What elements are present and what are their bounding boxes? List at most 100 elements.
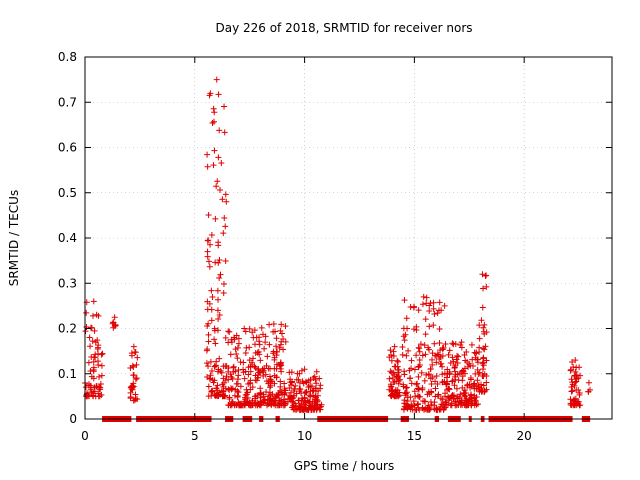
data-point: [394, 392, 401, 399]
data-point: [210, 118, 217, 125]
data-point: [208, 388, 215, 395]
data-point: [220, 289, 227, 296]
data-point: [271, 354, 278, 361]
x-tick-label: 0: [81, 429, 89, 443]
data-point: [449, 354, 456, 361]
data-point: [476, 349, 483, 355]
data-point: [432, 385, 439, 392]
data-point: [422, 331, 429, 338]
data-point: [454, 352, 461, 359]
data-point: [273, 335, 280, 342]
data-point: [209, 293, 216, 300]
data-point: [567, 367, 574, 374]
data-point: [315, 387, 322, 394]
data-point: [261, 365, 268, 372]
y-tick-label: 0.2: [58, 322, 77, 336]
data-point: [302, 378, 309, 385]
data-point: [445, 351, 452, 358]
data-point: [468, 376, 475, 383]
data-point: [457, 391, 464, 398]
data-point: [246, 344, 253, 351]
y-tick-label: 0: [69, 412, 77, 426]
y-tick-label: 0.5: [58, 186, 77, 200]
data-point: [585, 379, 592, 386]
data-point: [267, 373, 274, 380]
data-point: [231, 392, 238, 399]
data-point: [307, 376, 314, 383]
data-point: [261, 345, 268, 352]
data-point: [230, 364, 237, 371]
data-point: [235, 366, 242, 373]
data-point: [243, 344, 250, 351]
data-point: [433, 372, 440, 379]
data-point: [459, 397, 466, 404]
data-point: [429, 361, 436, 368]
data-point: [264, 353, 271, 360]
data-point: [306, 392, 313, 399]
data-point: [237, 383, 244, 390]
data-point: [461, 370, 468, 377]
data-point: [247, 386, 254, 393]
data-point: [452, 341, 459, 348]
data-point: [422, 351, 429, 358]
data-point: [225, 339, 232, 346]
data-point: [92, 339, 99, 346]
data-point: [93, 311, 100, 318]
data-point: [303, 379, 310, 386]
data-point: [129, 384, 136, 391]
data-point: [419, 301, 426, 308]
data-point: [302, 405, 309, 412]
data-point: [209, 119, 216, 126]
axis-tick-labels: 0 0.1 0.2 0.3 0.4 0.5 0.6 0.7 0.8 0 5 10 15 20: [58, 50, 532, 443]
data-point: [427, 406, 434, 413]
data-point: [84, 393, 91, 400]
data-point: [263, 378, 270, 385]
data-point: [415, 364, 422, 371]
data-point: [87, 324, 94, 331]
data-point: [419, 386, 426, 393]
data-point: [436, 299, 443, 306]
data-point: [311, 373, 318, 380]
data-point: [266, 321, 273, 328]
data-point: [221, 129, 228, 136]
data-point: [431, 310, 438, 317]
data-point: [569, 358, 576, 365]
data-point: [204, 322, 211, 329]
data-point: [89, 338, 96, 345]
data-point: [98, 372, 105, 379]
data-point: [455, 377, 462, 384]
data-point: [204, 151, 211, 158]
data-point: [249, 329, 256, 336]
data-point: [387, 368, 394, 375]
data-point: [281, 396, 288, 403]
data-point: [95, 342, 102, 349]
data-point: [434, 351, 441, 358]
data-point: [96, 373, 103, 380]
data-point: [462, 402, 469, 409]
data-point: [480, 355, 487, 362]
data-point: [276, 344, 283, 351]
data-point: [264, 402, 271, 409]
data-point: [215, 392, 222, 399]
data-point: [218, 369, 225, 376]
data-point: [413, 352, 420, 359]
data-point: [439, 363, 446, 370]
data-point: [413, 381, 420, 388]
data-point: [91, 327, 98, 334]
data-point: [272, 328, 279, 335]
data-point: [401, 371, 408, 378]
data-point: [280, 346, 287, 353]
data-point: [434, 310, 441, 317]
data-point: [225, 376, 232, 383]
data-point: [226, 395, 233, 402]
data-point: [213, 183, 220, 190]
data-point: [406, 375, 413, 382]
data-point: [214, 178, 221, 185]
data-point: [225, 368, 232, 375]
data-point: [431, 340, 438, 347]
data-point: [386, 354, 393, 361]
data-point: [216, 389, 223, 396]
data-point: [422, 316, 429, 323]
data-point: [99, 350, 106, 357]
